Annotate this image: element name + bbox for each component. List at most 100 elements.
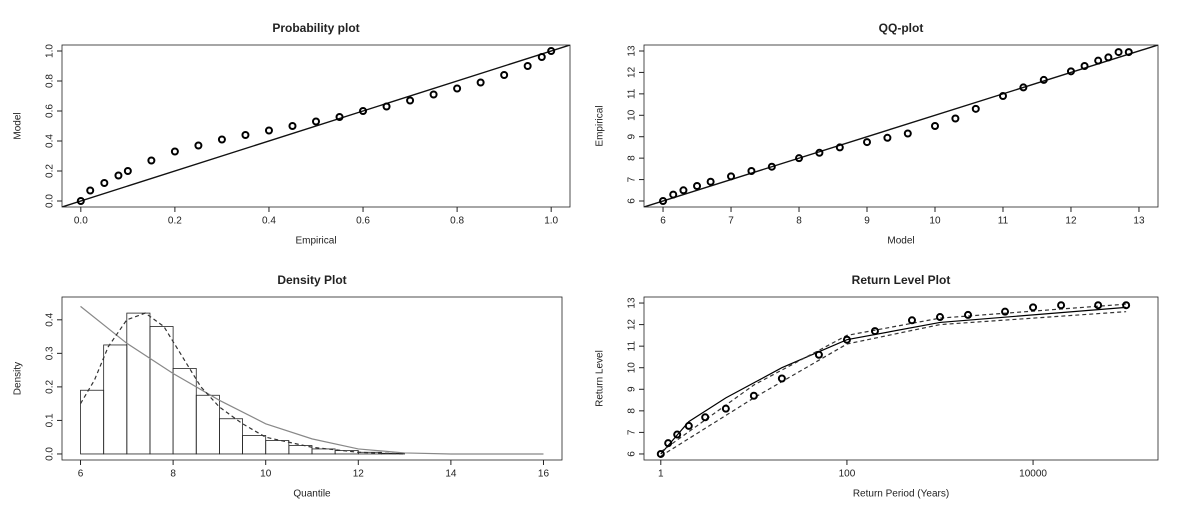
data-point bbox=[359, 107, 368, 115]
data-point bbox=[170, 147, 179, 156]
series-line bbox=[80, 312, 405, 455]
y-tick-label: 0.4 bbox=[45, 312, 56, 326]
data-point bbox=[1029, 303, 1038, 312]
data-point bbox=[288, 122, 297, 130]
series-line bbox=[80, 305, 544, 455]
y-tick-label: 0.2 bbox=[45, 379, 56, 393]
data-point bbox=[721, 404, 730, 413]
data-point bbox=[1094, 301, 1103, 310]
data-point bbox=[123, 167, 132, 175]
data-point bbox=[537, 53, 546, 61]
histogram-bar bbox=[103, 344, 128, 455]
x-tick-label: 12 bbox=[353, 469, 365, 480]
data-point bbox=[1124, 48, 1133, 57]
y-tick-label: 11 bbox=[627, 88, 638, 99]
data-point bbox=[406, 96, 415, 105]
y-tick-label: 10 bbox=[627, 109, 638, 121]
data-point bbox=[1039, 75, 1048, 84]
y-tick-label: 11 bbox=[627, 341, 638, 352]
data-point bbox=[679, 186, 688, 195]
data-point bbox=[312, 117, 320, 126]
x-tick-label: 0.8 bbox=[450, 216, 464, 227]
y-tick-label: 7 bbox=[627, 176, 638, 182]
data-point bbox=[1094, 56, 1103, 65]
y-tick-label: 0.0 bbox=[45, 447, 56, 461]
x-tick-label: 9 bbox=[864, 216, 870, 227]
data-point bbox=[429, 90, 438, 99]
y-axis-label: Model bbox=[13, 112, 24, 139]
data-point bbox=[883, 133, 892, 142]
series-line bbox=[660, 303, 1127, 453]
histogram-bar bbox=[126, 312, 151, 455]
plot-area bbox=[80, 305, 544, 455]
y-tick-label: 9 bbox=[627, 386, 638, 392]
data-point bbox=[1122, 301, 1131, 310]
data-point bbox=[114, 171, 123, 180]
y-tick-label: 0.2 bbox=[45, 164, 56, 178]
data-point bbox=[998, 92, 1007, 100]
y-tick-label: 6 bbox=[627, 451, 638, 457]
data-point bbox=[76, 197, 85, 205]
data-point bbox=[727, 172, 736, 181]
data-point bbox=[835, 143, 844, 152]
plot-frame bbox=[61, 44, 571, 208]
x-tick-label: 7 bbox=[728, 216, 734, 227]
data-point bbox=[693, 182, 702, 190]
histogram-bar bbox=[80, 389, 105, 455]
chart-title: Probability plot bbox=[272, 21, 359, 35]
data-point bbox=[684, 421, 693, 430]
x-tick-label: 11 bbox=[998, 216, 1009, 227]
data-point bbox=[264, 126, 273, 135]
data-point bbox=[814, 350, 823, 359]
x-tick-label: 100 bbox=[839, 469, 856, 480]
data-point bbox=[971, 104, 980, 113]
data-point bbox=[1066, 67, 1075, 76]
data-point bbox=[1019, 83, 1028, 92]
histogram-bar bbox=[265, 440, 290, 455]
histogram-bar bbox=[149, 326, 174, 455]
x-tick-label: 12 bbox=[1065, 216, 1077, 227]
y-tick-label: 12 bbox=[627, 319, 638, 331]
data-point bbox=[453, 84, 462, 93]
y-tick-label: 8 bbox=[627, 408, 638, 414]
data-point bbox=[863, 138, 872, 147]
data-point bbox=[547, 47, 556, 55]
data-point bbox=[656, 449, 665, 458]
plot-area bbox=[656, 301, 1131, 458]
x-tick-label: 16 bbox=[538, 469, 550, 480]
x-tick-label: 0.2 bbox=[168, 216, 182, 227]
data-point bbox=[767, 162, 776, 171]
data-point bbox=[194, 141, 203, 150]
x-tick-label: 10 bbox=[260, 469, 272, 480]
histogram-bar bbox=[357, 451, 382, 455]
data-point bbox=[659, 197, 668, 205]
histogram-bar bbox=[219, 418, 243, 455]
data-point bbox=[935, 313, 944, 322]
y-tick-label: 1.0 bbox=[45, 44, 56, 58]
data-point bbox=[669, 190, 678, 199]
series-line bbox=[660, 306, 1127, 455]
x-tick-label: 0.4 bbox=[262, 216, 276, 227]
y-tick-label: 7 bbox=[627, 429, 638, 435]
y-tick-label: 12 bbox=[627, 66, 638, 78]
x-axis-label: Return Period (Years) bbox=[853, 489, 949, 500]
plot-frame bbox=[643, 296, 1159, 461]
plot-area bbox=[644, 45, 1158, 207]
data-point bbox=[100, 179, 109, 187]
y-tick-label: 13 bbox=[627, 297, 638, 309]
data-point bbox=[907, 316, 916, 325]
chart-title: QQ-plot bbox=[879, 21, 924, 35]
y-tick-label: 0.3 bbox=[45, 346, 56, 360]
x-tick-label: 8 bbox=[796, 216, 802, 227]
data-point bbox=[1114, 48, 1123, 57]
y-tick-label: 0.4 bbox=[45, 134, 56, 148]
x-tick-label: 1.0 bbox=[544, 216, 558, 227]
x-tick-label: 1 bbox=[658, 469, 664, 480]
x-tick-label: 10000 bbox=[1019, 469, 1047, 480]
reference-line bbox=[62, 45, 570, 207]
data-point bbox=[476, 78, 485, 87]
y-tick-label: 0.6 bbox=[45, 104, 56, 118]
data-point bbox=[1104, 53, 1113, 62]
x-tick-label: 0.0 bbox=[74, 216, 88, 227]
